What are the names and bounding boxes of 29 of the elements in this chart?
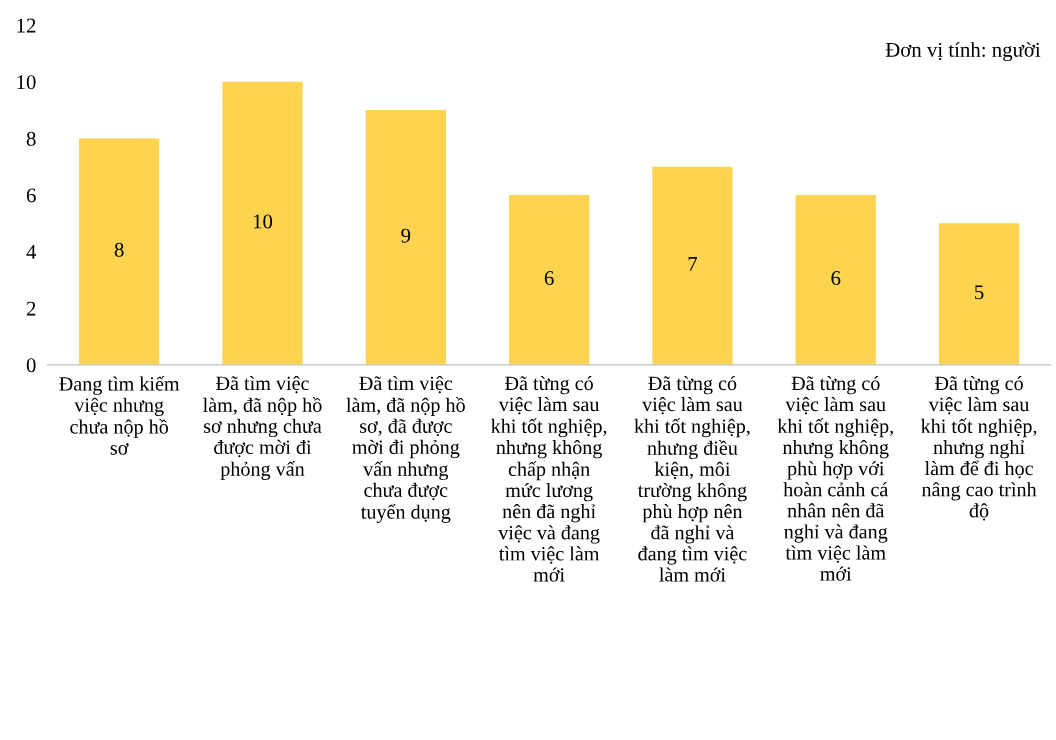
y-tick-label: 4 <box>26 245 37 259</box>
bar <box>222 81 303 365</box>
x-tick-label: Đã tìm việc làm, đã nộp hồ sơ nhưng chưa được mời đi phỏng vấn <box>203 375 322 480</box>
y-tick-label: 12 <box>17 18 36 33</box>
category-label: Đã từng có việc làm sau khi tốt nghiệp, nhưng không phù hợp với hoàn cảnh cá nhân nên đã nghỉ và đang tìm việc làm mới <box>777 375 893 581</box>
data-label: 6 <box>544 271 554 286</box>
y-tick-label: 2 <box>26 301 36 316</box>
bar <box>938 223 1020 365</box>
y-tick-label: 6 <box>26 188 36 203</box>
bar <box>508 194 590 365</box>
bar <box>365 110 446 365</box>
category-label: Đã từng có việc làm sau khi tốt nghiệp, nhưng điều kiện, môi trường không phù hợp nên đã nghỉ và đang tìm việc làm mới <box>634 375 750 582</box>
bar <box>795 194 876 365</box>
x-tick-label: Đã tìm việc làm, đã nộp hồ sơ, đã được mời đi phỏng vấn nhưng chưa được tuyển dụng <box>346 375 465 523</box>
annotation: Đơn vị tính: người <box>885 42 1041 62</box>
bar <box>652 166 733 365</box>
x-tick-label: Đang tìm kiếm việc nhưng chưa nộp hồ sơ <box>59 375 180 455</box>
x-tick-label: Đã từng có việc làm sau khi tốt nghiệp, nhưng nghỉ làm để đi học nâng cao trình độ <box>920 375 1037 521</box>
y-tick-label: 8 <box>26 131 36 146</box>
data-label: 9 <box>401 228 411 243</box>
data-label: 8 <box>114 242 124 257</box>
data-label: 6 <box>831 271 841 286</box>
category-label: Đã từng có việc làm sau khi tốt nghiệp, nhưng không chấp nhận mức lương nên đã nghỉ việc và đang tìm việc làm mới <box>491 375 607 582</box>
y-tick-label: 10 <box>17 75 36 90</box>
bar <box>79 138 160 365</box>
data-label: 7 <box>688 257 698 271</box>
y-tick-label: 0 <box>26 358 36 373</box>
data-label: 10 <box>253 214 273 229</box>
data-label: 5 <box>975 285 984 300</box>
